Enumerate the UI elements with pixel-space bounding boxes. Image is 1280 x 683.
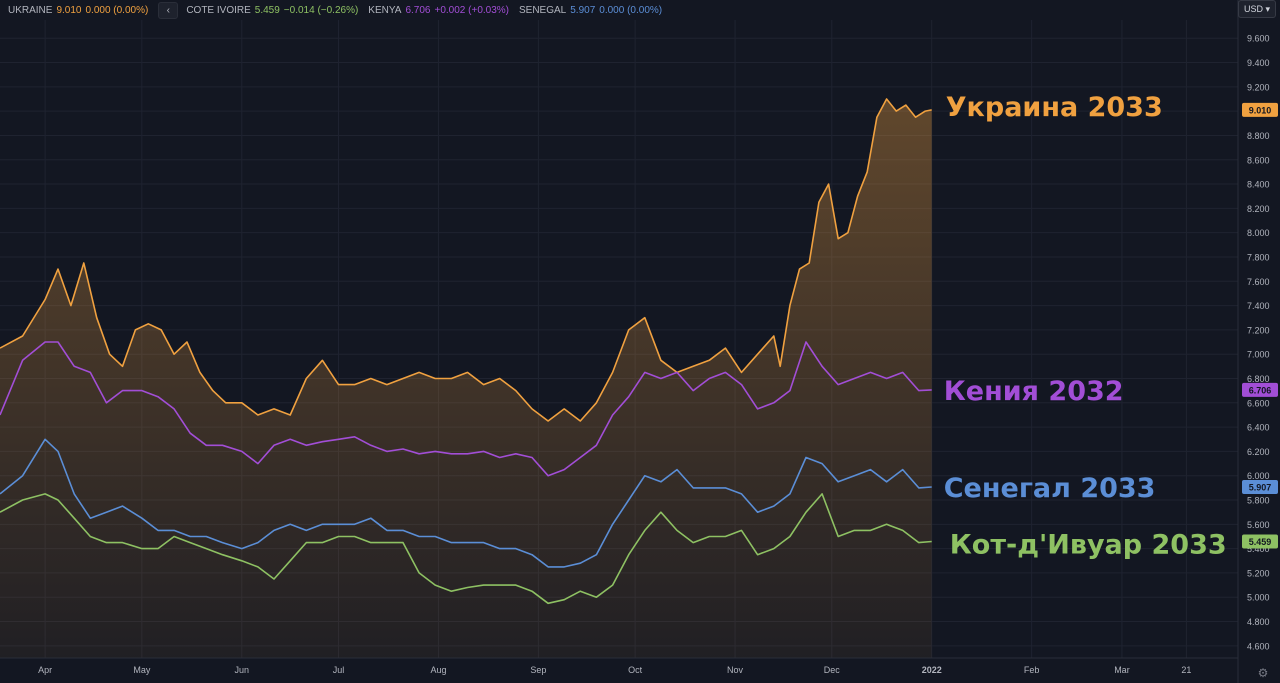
x-tick-label: May — [133, 665, 151, 675]
y-tick-label: 7.200 — [1247, 325, 1270, 335]
legend-item-cote-ivoire[interactable]: COTE IVOIRE 5.459 −0.014 (−0.26%) — [186, 5, 358, 16]
y-tick-label: 5.800 — [1247, 496, 1270, 506]
y-tick-label: 6.400 — [1247, 423, 1270, 433]
y-tick-label: 8.200 — [1247, 204, 1270, 214]
series-area-ukraine — [0, 99, 932, 658]
legend-change: −0.014 (−0.26%) — [283, 4, 359, 16]
area-fill — [0, 99, 932, 658]
last-price-tag — [1242, 534, 1278, 549]
last-price-tag — [1242, 382, 1278, 397]
legend-name: KENYA — [368, 4, 402, 16]
y-tick-label: 5.400 — [1247, 544, 1270, 554]
x-tick-label: Dec — [824, 665, 841, 675]
series-annotations: Украина 2033 Кения 2032 Сенегал 2033 Кот-д'… — [944, 92, 1227, 561]
collapse-legend-button[interactable]: ‹ — [158, 1, 179, 19]
price-axis[interactable]: 9.6009.4009.2009.0008.8008.6008.4008.200… — [1237, 0, 1278, 683]
y-tick-label: 4.800 — [1247, 617, 1270, 627]
series-line-kenya[interactable] — [0, 341, 932, 477]
x-tick-label: Feb — [1024, 665, 1040, 675]
legend-value: 5.459 — [254, 4, 280, 16]
y-tick-label: 8.800 — [1247, 131, 1270, 141]
last-price-tag — [1242, 102, 1278, 117]
series-annotation: Кения 2032 — [944, 376, 1124, 407]
y-tick-label: 5.200 — [1247, 568, 1270, 578]
y-tick-label: 8.400 — [1247, 180, 1270, 190]
x-tick-label: Apr — [38, 665, 52, 675]
y-tick-label: 7.400 — [1247, 301, 1270, 311]
legend-item-ukraine[interactable]: UKRAINE 9.010 0.000 (0.00%) — [8, 5, 148, 16]
y-tick-label: 5.600 — [1247, 520, 1270, 530]
y-tick-label: 4.600 — [1247, 641, 1270, 651]
last-price-label: 9.010 — [1249, 105, 1272, 115]
y-tick-label: 7.800 — [1247, 252, 1270, 262]
x-tick-label: Oct — [628, 665, 643, 675]
series-annotation: Сенегал 2033 — [944, 473, 1156, 504]
legend-bar: UKRAINE 9.010 0.000 (0.00%) ‹ COTE IVOIR… — [8, 1, 672, 19]
x-tick-label: Sep — [530, 665, 546, 675]
series-line-cote-ivoire[interactable] — [0, 493, 932, 605]
legend-item-senegal[interactable]: SENEGAL 5.907 0.000 (0.00%) — [519, 5, 662, 16]
y-tick-label: 9.400 — [1247, 58, 1270, 68]
legend-name: UKRAINE — [8, 4, 53, 16]
y-tick-label: 6.800 — [1247, 374, 1270, 384]
x-tick-label: 21 — [1181, 665, 1191, 675]
time-axis[interactable]: Apr May Jun Jul Aug Sep Oct Nov Dec 2022 Feb Mar 21 — [0, 657, 1238, 675]
legend-change: 0.000 (0.00%) — [85, 4, 149, 16]
x-tick-label: Nov — [727, 665, 744, 675]
last-price-label: 5.907 — [1249, 483, 1272, 493]
last-price-label: 5.459 — [1249, 537, 1272, 547]
x-tick-label: Jun — [235, 665, 250, 675]
legend-value: 9.010 — [56, 4, 82, 16]
x-tick-label: Aug — [430, 665, 446, 675]
series-annotation: Кот-д'Ивуар 2033 — [950, 529, 1227, 560]
currency-selector[interactable]: USD ▾ — [1238, 0, 1276, 18]
series-annotation: Украина 2033 — [946, 92, 1163, 123]
y-tick-label: 8.000 — [1247, 228, 1270, 238]
y-tick-label: 7.600 — [1247, 277, 1270, 287]
x-tick-label: 2022 — [922, 665, 942, 675]
y-tick-label: 7.000 — [1247, 350, 1270, 360]
y-tick-label: 9.200 — [1247, 82, 1270, 92]
last-price-tag — [1242, 480, 1278, 495]
y-tick-label: 6.200 — [1247, 447, 1270, 457]
gear-icon[interactable]: ⚙ — [1257, 666, 1269, 680]
legend-change: +0.002 (+0.03%) — [434, 4, 510, 16]
y-tick-label: 6.000 — [1247, 471, 1270, 481]
x-tick-label: Mar — [1114, 665, 1130, 675]
legend-name: SENEGAL — [519, 4, 567, 16]
y-tick-label: 6.600 — [1247, 398, 1270, 408]
series-line-ukraine[interactable] — [0, 98, 932, 422]
legend-value: 5.907 — [570, 4, 596, 16]
legend-change: 0.000 (0.00%) — [599, 4, 663, 16]
series-lines — [0, 98, 932, 605]
last-price-label: 6.706 — [1249, 385, 1272, 395]
legend-name: COTE IVOIRE — [186, 4, 251, 16]
y-tick-label: 5.000 — [1247, 593, 1270, 603]
y-tick-label: 8.600 — [1247, 155, 1270, 165]
legend-value: 6.706 — [405, 4, 431, 16]
x-tick-label: Jul — [333, 665, 345, 675]
series-line-senegal[interactable] — [0, 438, 932, 568]
legend-item-kenya[interactable]: KENYA 6.706 +0.002 (+0.03%) — [368, 5, 509, 16]
y-tick-label: 9.600 — [1247, 34, 1270, 44]
